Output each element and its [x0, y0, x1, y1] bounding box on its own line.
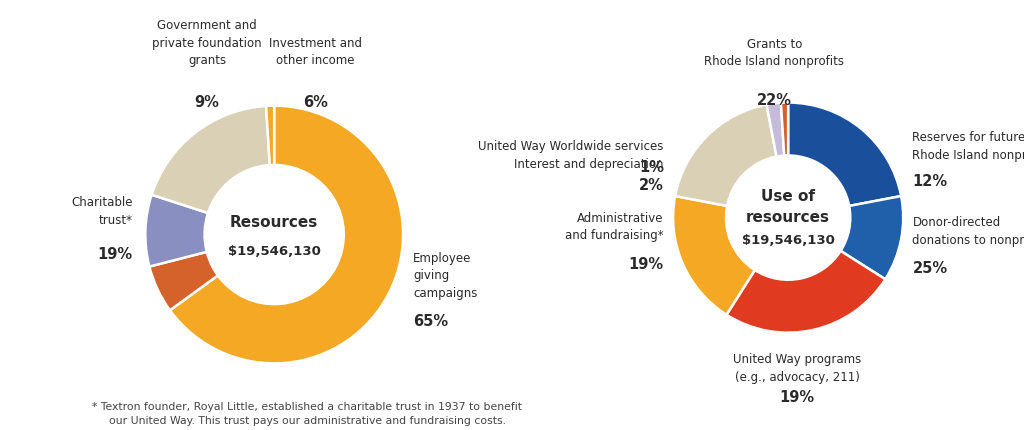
Wedge shape	[673, 196, 755, 315]
Text: 25%: 25%	[912, 261, 947, 276]
Text: $19,546,130: $19,546,130	[741, 234, 835, 247]
Text: Investment and
other income: Investment and other income	[269, 37, 361, 67]
Wedge shape	[788, 102, 901, 206]
Text: Charitable
trust*: Charitable trust*	[71, 196, 132, 227]
Text: Grants to
Rhode Island nonprofits: Grants to Rhode Island nonprofits	[705, 37, 845, 68]
Text: Employee
giving
campaigns: Employee giving campaigns	[414, 252, 478, 300]
Wedge shape	[767, 103, 784, 157]
Text: Reserves for future grants to
Rhode Island nonprofits: Reserves for future grants to Rhode Isla…	[912, 131, 1024, 162]
Text: Administrative
and fundraising*: Administrative and fundraising*	[565, 212, 664, 242]
Wedge shape	[675, 104, 776, 206]
Wedge shape	[150, 252, 218, 310]
Wedge shape	[170, 106, 403, 363]
Text: resources: resources	[746, 210, 830, 225]
Text: Interest and depreciation: Interest and depreciation	[514, 158, 664, 171]
Text: * Textron founder, Royal Little, established a charitable trust in 1937 to benef: * Textron founder, Royal Little, establi…	[92, 402, 522, 426]
Text: United Way Worldwide services: United Way Worldwide services	[478, 140, 664, 153]
Wedge shape	[781, 102, 788, 156]
Text: Government and
private foundation
grants: Government and private foundation grants	[153, 19, 262, 67]
Text: $19,546,130: $19,546,130	[227, 245, 321, 258]
Text: 19%: 19%	[780, 390, 815, 405]
Text: 19%: 19%	[97, 247, 132, 262]
Text: 65%: 65%	[414, 314, 449, 329]
Text: Donor-directed
donations to nonprofits: Donor-directed donations to nonprofits	[912, 216, 1024, 247]
Wedge shape	[152, 106, 269, 213]
Text: 19%: 19%	[629, 257, 664, 272]
Wedge shape	[726, 251, 886, 333]
Text: 2%: 2%	[639, 178, 664, 194]
Text: 12%: 12%	[912, 174, 947, 189]
Text: 6%: 6%	[303, 95, 328, 111]
Wedge shape	[841, 196, 903, 279]
Text: United Way programs
(e.g., advocacy, 211): United Way programs (e.g., advocacy, 211…	[733, 353, 861, 384]
Text: Resources: Resources	[230, 215, 318, 230]
Text: Use of: Use of	[761, 189, 815, 204]
Text: 1%: 1%	[639, 160, 664, 175]
Text: 22%: 22%	[757, 93, 792, 108]
Text: 9%: 9%	[195, 95, 219, 111]
Wedge shape	[145, 195, 208, 267]
Wedge shape	[266, 106, 274, 165]
